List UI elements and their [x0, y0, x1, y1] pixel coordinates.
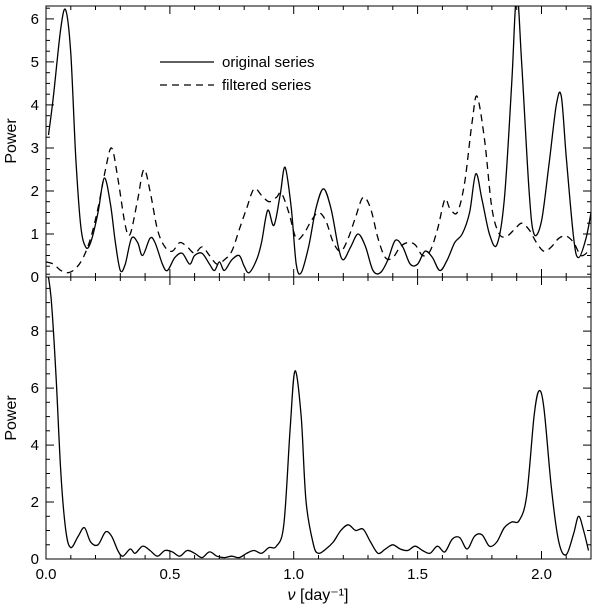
y-tick-label: 1 [31, 226, 39, 243]
x-tick-label: 0.0 [36, 566, 57, 583]
x-axis-title-nu: ν [288, 587, 296, 604]
top-panel-frame [45, 5, 592, 278]
original-series-line [47, 6, 591, 275]
x-axis-title: ν [day⁻¹] [288, 587, 349, 604]
y-tick-label: 3 [31, 140, 39, 157]
bottom-panel-frame [45, 276, 592, 560]
bottom-series-line [47, 277, 590, 559]
y-tick-label: 0 [31, 269, 39, 286]
y-tick-label: 4 [31, 437, 39, 454]
x-tick-label: 1.5 [407, 566, 428, 583]
y-axis-title-bottom: Power [3, 395, 20, 441]
filtered-series-line [46, 95, 589, 274]
y-tick-label: 8 [31, 323, 39, 340]
legend-label-original: original series [222, 54, 315, 71]
y-tick-label: 6 [31, 380, 39, 397]
y-tick-label: 5 [31, 54, 39, 71]
y-tick-label: 2 [31, 183, 39, 200]
y-tick-label: 2 [31, 494, 39, 511]
y-tick-label: 0 [31, 551, 39, 568]
y-axis-title-top: Power [3, 118, 20, 164]
y-tick-label: 4 [31, 97, 39, 114]
x-tick-label: 1.0 [283, 566, 304, 583]
legend-label-filtered: filtered series [222, 77, 311, 94]
chart-dynamic-layer: 0 1 2 3 4 5 6 0.0 0.5 1.0 1.5 2.0 0 2 4 6 8 [31, 5, 592, 583]
x-tick-label: 0.5 [159, 566, 180, 583]
x-tick-label: 2.0 [531, 566, 552, 583]
x-axis-title-unit: [day⁻¹] [296, 587, 349, 604]
y-tick-label: 6 [31, 11, 39, 28]
